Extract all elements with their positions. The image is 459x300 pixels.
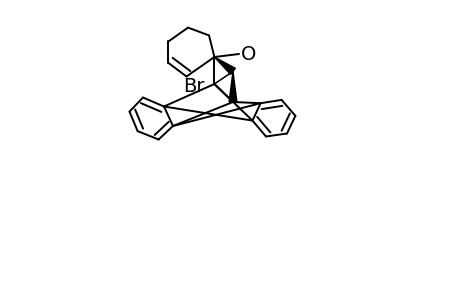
Text: O: O xyxy=(240,44,255,64)
Text: Br: Br xyxy=(183,77,205,97)
Polygon shape xyxy=(214,57,235,74)
Polygon shape xyxy=(229,71,236,102)
